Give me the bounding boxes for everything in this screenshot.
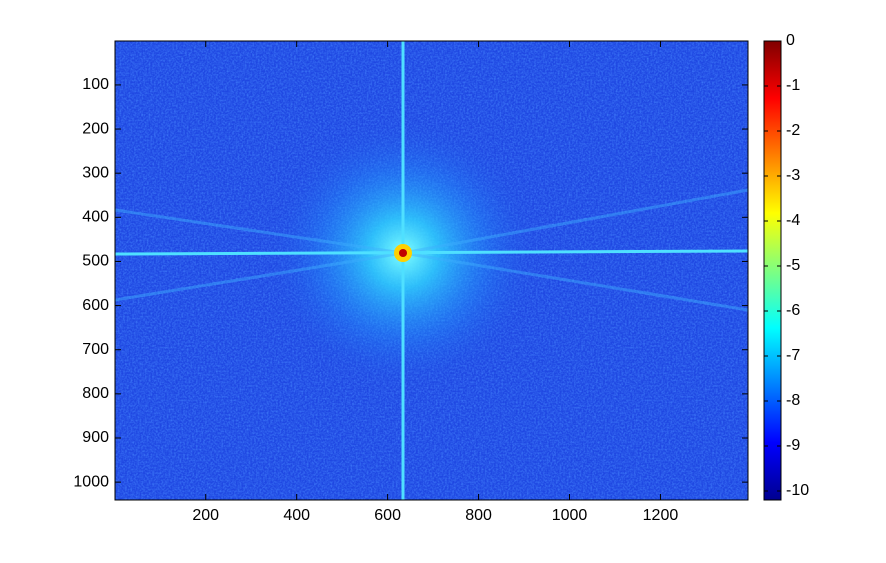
y-tick-label: 200 [82, 120, 109, 137]
colorbar-tick-label: 0 [786, 32, 795, 49]
colorbar [763, 40, 782, 501]
colorbar-tick-label: -5 [786, 257, 800, 274]
colorbar-tick-label: -4 [786, 212, 800, 229]
colorbar-tick-label: -7 [786, 347, 800, 364]
y-tick-label: 300 [82, 164, 109, 181]
y-tick-label: 500 [82, 253, 109, 270]
x-tick-label: 800 [465, 507, 492, 524]
x-tick-label: 1200 [643, 507, 679, 524]
y-tick-label: 600 [82, 297, 109, 314]
x-tick-label: 200 [192, 507, 219, 524]
horizontal-streak [115, 249, 748, 256]
peak [399, 249, 407, 257]
colorbar-tick-label: -9 [786, 437, 800, 454]
colorbar-tick-label: -2 [786, 122, 800, 139]
spectrum-image [115, 41, 748, 500]
x-tick-label: 400 [283, 507, 310, 524]
y-tick-label: 100 [82, 76, 109, 93]
image-glow [115, 41, 748, 500]
colorbar-tick-label: -6 [786, 302, 800, 319]
colorbar-tick-label: -8 [786, 392, 800, 409]
colorbar-tick-label: -3 [786, 167, 800, 184]
colorbar-tick-label: -1 [786, 77, 800, 94]
y-tick-label: 1000 [73, 473, 109, 490]
y-tick-label: 800 [82, 385, 109, 402]
colorbar-tick-label: -10 [786, 482, 809, 499]
axes-box [114, 40, 749, 501]
x-tick-label: 600 [374, 507, 401, 524]
x-tick-label: 1000 [552, 507, 588, 524]
y-tick-label: 900 [82, 429, 109, 446]
y-tick-label: 400 [82, 209, 109, 226]
y-tick-label: 700 [82, 341, 109, 358]
streaks [115, 188, 748, 312]
